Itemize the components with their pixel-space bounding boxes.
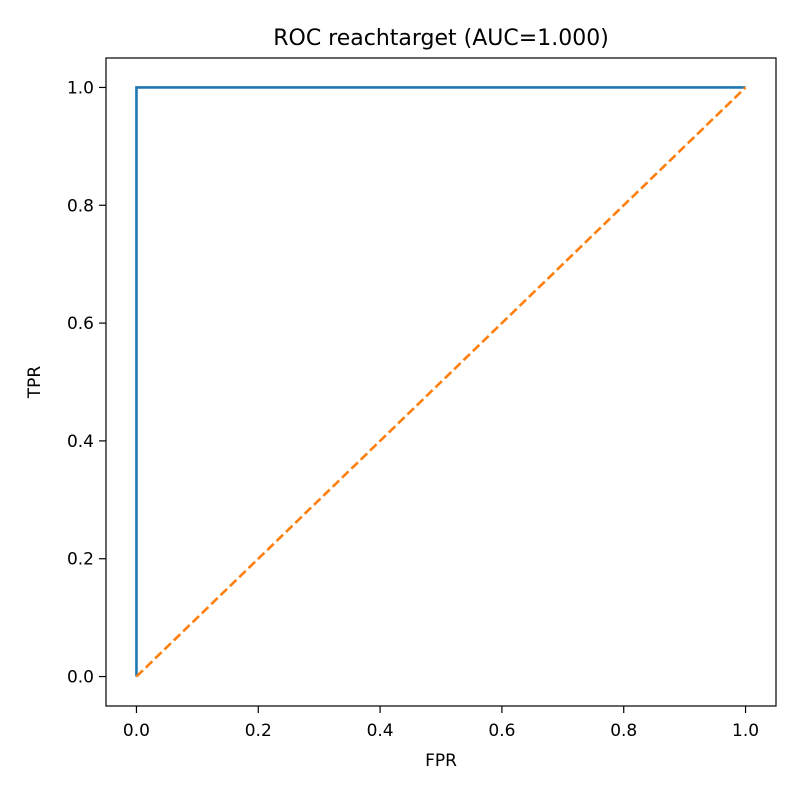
- x-tick-label: 0.0: [123, 721, 150, 741]
- ticks-layer: 0.0 0.2 0.4 0.6 0.8 1.0 0.0 0.2 0.4 0.6 0.8 1.0: [67, 78, 759, 741]
- x-tick-label: 0.8: [610, 721, 637, 741]
- plot-frame: [105, 57, 777, 707]
- y-tick-label: 0.4: [67, 432, 94, 452]
- x-axis-label: FPR: [425, 751, 457, 771]
- series-layer: [135, 86, 747, 678]
- chance-diagonal-line: [135, 86, 747, 678]
- chart-title: ROC reachtarget (AUC=1.000): [273, 26, 609, 51]
- y-tick-label: 0.0: [67, 668, 94, 688]
- x-tick-label: 0.4: [367, 721, 394, 741]
- y-tick-label: 0.8: [67, 196, 94, 216]
- y-axis-label: TPR: [25, 366, 45, 400]
- x-tick-label: 0.2: [245, 721, 272, 741]
- roc-curve-line: [135, 86, 746, 677]
- y-tick-label: 0.6: [67, 314, 94, 334]
- x-tick-label: 0.6: [488, 721, 515, 741]
- y-tick-label: 1.0: [67, 78, 94, 98]
- y-tick-label: 0.2: [67, 550, 94, 570]
- x-tick-label: 1.0: [732, 721, 759, 741]
